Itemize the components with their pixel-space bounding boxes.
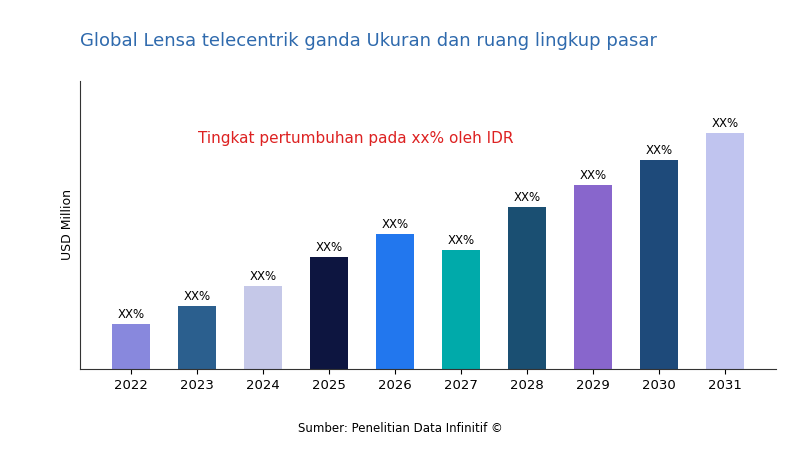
Bar — [178, 306, 216, 369]
Text: XX%: XX% — [118, 308, 144, 321]
Text: XX%: XX% — [579, 169, 606, 182]
Text: XX%: XX% — [712, 117, 738, 130]
Text: XX%: XX% — [382, 218, 409, 231]
Y-axis label: USD Million: USD Million — [62, 189, 74, 261]
Text: XX%: XX% — [646, 144, 673, 157]
Text: Tingkat pertumbuhan pada xx% oleh IDR: Tingkat pertumbuhan pada xx% oleh IDR — [198, 131, 514, 146]
Bar — [112, 324, 150, 369]
Bar — [574, 184, 612, 369]
Bar — [244, 286, 282, 369]
Text: XX%: XX% — [514, 191, 541, 204]
Text: Global Lensa telecentrik ganda Ukuran dan ruang lingkup pasar: Global Lensa telecentrik ganda Ukuran da… — [80, 32, 657, 50]
Bar — [310, 256, 348, 369]
Text: XX%: XX% — [250, 270, 277, 283]
Text: XX%: XX% — [447, 234, 474, 247]
Text: XX%: XX% — [315, 241, 342, 254]
Bar — [376, 234, 414, 369]
Bar — [442, 250, 480, 369]
Text: Sumber: Penelitian Data Infinitif ©: Sumber: Penelitian Data Infinitif © — [298, 422, 502, 435]
Bar — [706, 133, 744, 369]
Bar — [508, 207, 546, 369]
Text: XX%: XX% — [183, 290, 210, 303]
Bar — [640, 160, 678, 369]
